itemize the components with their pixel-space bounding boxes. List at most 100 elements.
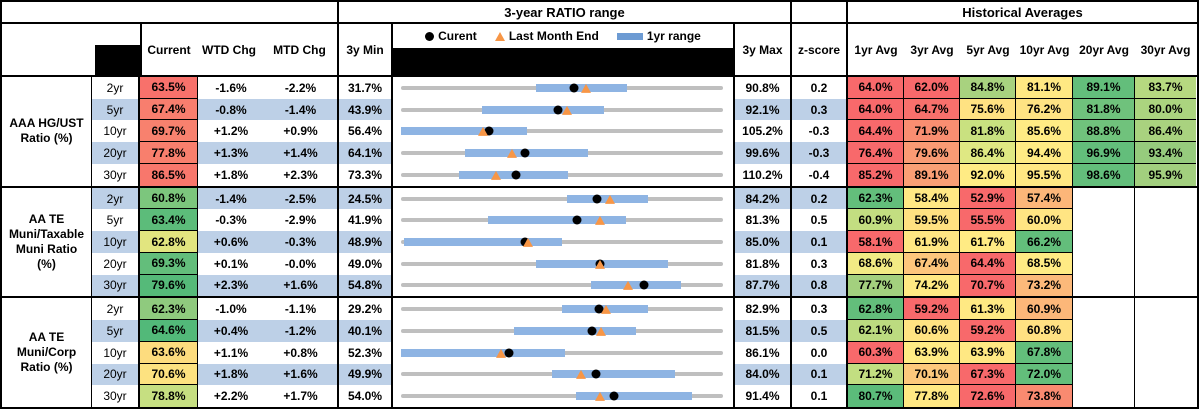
historical-avg-value: 60.6% (904, 320, 960, 342)
historical-avg-value: 60.8% (1016, 320, 1073, 342)
current-dot-marker (569, 83, 579, 93)
current-dot-marker (511, 170, 521, 180)
historical-avg-value: 59.2% (904, 298, 960, 321)
group-rows: 2yr 62.3% -1.0% -1.1% 29.2% 82.9% 0.3 62.8% 59.2… (92, 298, 1197, 407)
three-year-max-value: 81.3% (735, 209, 792, 232)
three-year-min-value: 73.3% (339, 163, 393, 186)
mtd-chg-value: +2.3% (264, 163, 339, 186)
historical-avg-value: 68.6% (848, 252, 904, 275)
historical-avg-value: 62.0% (904, 77, 960, 99)
three-year-min-value: 41.9% (339, 209, 393, 232)
tenor-label: 30yr (92, 163, 140, 186)
three-year-max-value: 99.6% (735, 142, 792, 164)
zscore-value: 0.0 (792, 341, 848, 364)
range-chart-cell (393, 341, 735, 364)
wtd-chg-value: -1.4% (198, 187, 264, 210)
range-track (401, 304, 723, 315)
historical-avg-value: 88.8% (1073, 120, 1135, 143)
zscore-value: 0.2 (792, 77, 848, 99)
zscore-value: 0.3 (792, 298, 848, 321)
historical-avg-empty (1135, 298, 1196, 320)
range-chart-cell (393, 231, 735, 253)
historical-avg-value: 72.6% (960, 385, 1016, 407)
current-dot-marker (594, 304, 604, 314)
historical-avg-value: 61.3% (960, 298, 1016, 321)
range-track (401, 170, 723, 180)
tenor-label: 30yr (92, 385, 140, 407)
current-dot-marker (592, 194, 602, 204)
col-header-10yr-avg: 10yr Avg (1019, 42, 1070, 57)
tenor-label: 2yr (92, 77, 140, 99)
wtd-chg-value: +2.3% (198, 274, 264, 297)
current-dot-marker (520, 148, 530, 158)
range-chart-cell (393, 320, 735, 342)
last-month-triangle-marker (601, 305, 612, 315)
historical-avg-empty (1135, 385, 1196, 407)
last-month-triangle-marker (605, 194, 616, 204)
last-month-triangle-marker (581, 83, 592, 93)
historical-avg-value: 93.4% (1135, 142, 1196, 164)
historical-avg-value: 58.1% (848, 231, 904, 253)
header-grouplabel-pad (2, 24, 92, 75)
header-historical-columns: 1yr Avg 3yr Avg 5yr Avg 10yr Avg 20yr Av… (848, 24, 1197, 75)
mtd-chg-value: +1.6% (264, 363, 339, 386)
header-change-columns: Current WTD Chg MTD Chg (140, 24, 339, 75)
historical-avg-value: 85.2% (848, 163, 904, 186)
historical-avg-value: 76.4% (848, 142, 904, 164)
historical-avg-value: 63.9% (960, 341, 1016, 364)
current-value: 62.3% (140, 298, 198, 321)
table-row: 20yr 69.3% +0.1% -0.0% 49.0% 81.8% 0.3 68.6% 67.… (92, 252, 1197, 275)
mtd-chg-value: -0.0% (264, 252, 339, 275)
historical-avg-value: 89.1% (904, 163, 960, 186)
historical-avg-value: 83.7% (1135, 77, 1196, 99)
historical-avg-empty (1073, 341, 1135, 364)
legend-last-month-label: Last Month End (508, 29, 599, 43)
wtd-chg-value: +1.3% (198, 142, 264, 164)
range-chart-cell (393, 274, 735, 297)
current-dot-marker (504, 348, 514, 358)
group-label: AA TE Muni/Taxable Muni Ratio (%) (2, 187, 92, 297)
range-chart-cell (393, 252, 735, 275)
historical-avg-value: 62.1% (848, 320, 904, 342)
historical-avg-value: 73.8% (1016, 385, 1073, 407)
current-value: 79.6% (140, 274, 198, 297)
current-value: 69.7% (140, 120, 198, 143)
historical-avg-empty (1135, 253, 1196, 275)
col-header-3y-max: 3y Max (735, 24, 792, 75)
historical-avg-value: 64.0% (848, 98, 904, 121)
last-month-triangle-marker (477, 127, 488, 137)
header-chart-cell: Curent Last Month End 1yr range (393, 24, 735, 75)
col-header-3y-min: 3y Min (339, 24, 393, 75)
col-header-1yr-avg: 1yr Avg (854, 42, 898, 57)
last-month-triangle-marker (595, 259, 606, 269)
wtd-chg-value: -1.0% (215, 302, 247, 317)
wtd-chg-value: +2.2% (213, 389, 249, 404)
historical-avg-value: 77.8% (904, 385, 960, 407)
last-month-triangle-marker (490, 170, 501, 180)
tenor-label: 10yr (92, 120, 140, 143)
historical-avg-value: 79.6% (904, 142, 960, 164)
historical-avg-empty (1135, 231, 1196, 253)
current-value: 60.8% (140, 187, 198, 210)
table-row: 10yr 63.6% +1.1% +0.8% 52.3% 86.1% 0.0 60.3% 63.… (92, 341, 1197, 364)
historical-avg-value: 73.2% (1016, 274, 1073, 297)
mtd-chg-value: +1.7% (264, 385, 339, 407)
three-year-min-value: 24.5% (339, 187, 393, 210)
last-month-triangle-icon (494, 31, 505, 41)
wtd-chg-value: +1.2% (213, 124, 249, 139)
three-year-min-value: 43.9% (339, 98, 393, 121)
mtd-chg-value: -2.2% (264, 77, 339, 99)
mtd-chg-value: +0.9% (264, 120, 339, 143)
range-chart-cell (393, 77, 735, 99)
current-value: 77.8% (140, 142, 198, 164)
zscore-value: 0.1 (792, 385, 848, 407)
historical-avg-empty (1073, 320, 1135, 342)
historical-avg-value: 59.5% (904, 209, 960, 232)
historical-avg-value: 98.6% (1073, 163, 1135, 186)
tenor-label: 5yr (92, 209, 140, 232)
historical-avg-value: 61.9% (904, 231, 960, 253)
zscore-value: 0.3 (792, 98, 848, 121)
zscore-value: 0.8 (792, 274, 848, 297)
historical-avg-empty (1135, 364, 1196, 386)
historical-avg-value: 95.9% (1135, 163, 1196, 186)
